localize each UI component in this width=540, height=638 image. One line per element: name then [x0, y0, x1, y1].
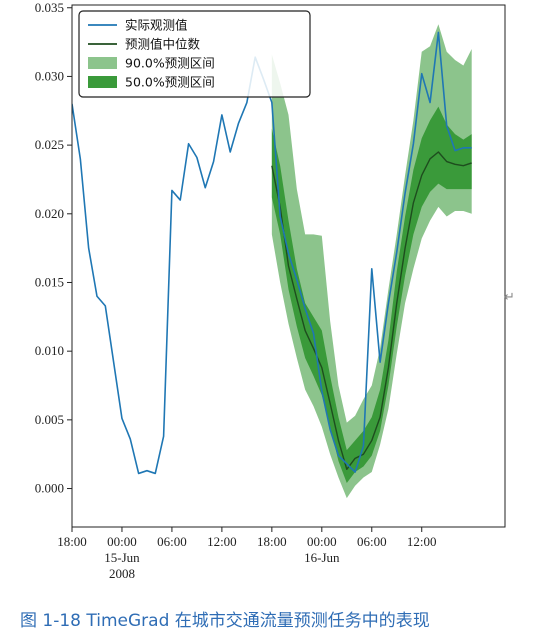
x-tick-label: 15-Jun: [104, 550, 140, 565]
x-tick-label: 2008: [109, 566, 135, 581]
x-tick-label: 00:00: [107, 534, 137, 549]
x-tick-label: 12:00: [407, 534, 437, 549]
legend-label: 50.0%预测区间: [125, 75, 215, 90]
plot-area: [72, 24, 472, 499]
legend-patch-swatch: [88, 57, 117, 69]
x-tick-label: 06:00: [157, 534, 187, 549]
plot-frame: [71, 4, 506, 528]
traffic-forecast-chart: 0.000 0.005 0.010 0.015 0.020 0.025 0.030 0.035…: [35, 0, 506, 581]
y-tick-label: 0.035: [35, 0, 64, 15]
y-tick-label: 0.010: [35, 343, 64, 358]
actual-observed-line: [72, 31, 472, 475]
y-tick-label: 0.005: [35, 412, 64, 427]
legend-patch-swatch: [88, 76, 117, 88]
y-tick-label: 0.015: [35, 274, 64, 289]
legend-label: 预测值中位数: [125, 37, 201, 52]
x-tick-label: 18:00: [57, 534, 87, 549]
y-tick-label: 0.000: [35, 481, 64, 496]
x-tick-label: 18:00: [257, 534, 287, 549]
legend-label: 90.0%预测区间: [125, 56, 215, 71]
x-tick-label: 00:00: [307, 534, 337, 549]
y-tick-label: 0.025: [35, 137, 64, 152]
legend-box: [78, 10, 311, 98]
figure-caption: 图 1-18 TimeGrad 在城市交通流量预测任务中的表现: [20, 611, 430, 631]
legend-label: 实际观测值: [125, 18, 188, 33]
y-tick-label: 0.030: [35, 68, 64, 83]
x-tick-label: 16-Jun: [304, 550, 340, 565]
x-tick-label: 12:00: [207, 534, 237, 549]
forecast-median-line: [271, 151, 472, 471]
axes: 0.000 0.005 0.010 0.015 0.020 0.025 0.030 0.035…: [35, 0, 506, 581]
return-mark: ↵: [504, 290, 515, 305]
x-tick-label: 06:00: [357, 534, 387, 549]
y-tick-label: 0.020: [35, 206, 64, 221]
